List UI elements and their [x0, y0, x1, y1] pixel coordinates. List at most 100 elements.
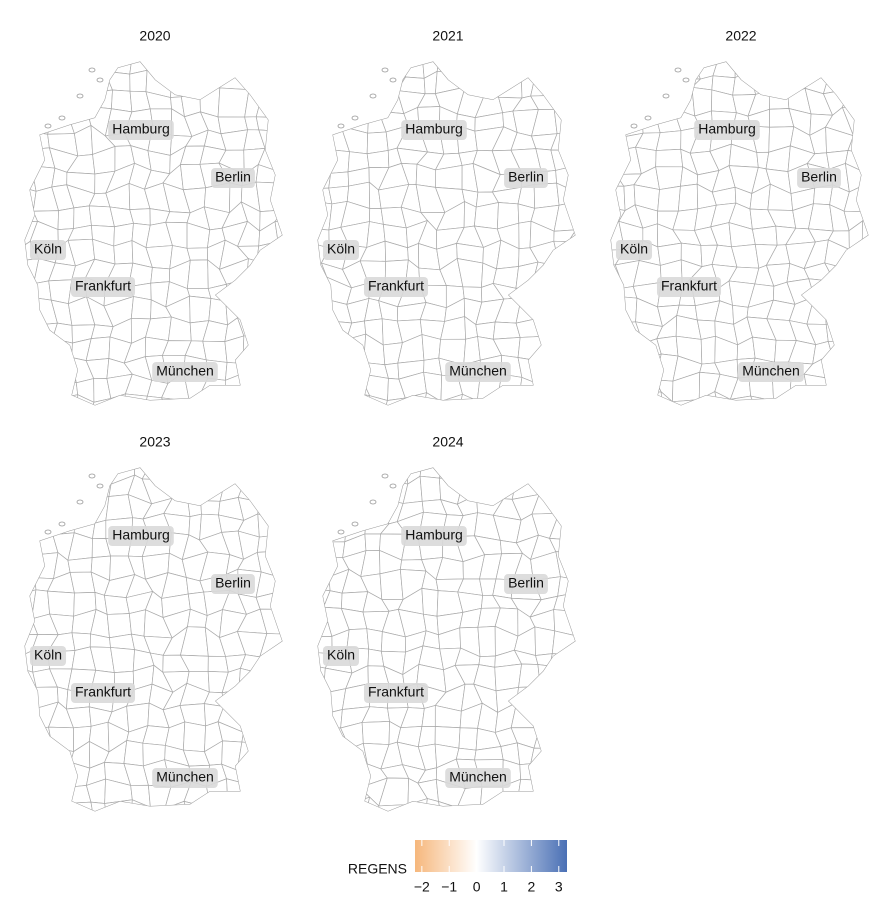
district — [14, 417, 39, 435]
district — [611, 172, 625, 187]
district — [220, 129, 249, 151]
colorbar-tick-label: 2 — [527, 879, 535, 895]
district — [567, 263, 575, 279]
district — [257, 304, 282, 326]
district — [25, 721, 33, 751]
district — [226, 778, 247, 806]
colorbar-tick-label: −2 — [414, 879, 430, 895]
district — [206, 62, 225, 80]
district — [282, 360, 304, 380]
district — [552, 276, 574, 303]
district — [559, 727, 575, 753]
city-label: München — [738, 362, 804, 382]
district — [322, 391, 349, 405]
district — [611, 333, 623, 361]
city-label-bg — [211, 574, 255, 594]
district — [276, 762, 282, 784]
district — [556, 62, 572, 80]
district — [73, 205, 92, 229]
district — [28, 726, 53, 751]
district — [277, 475, 282, 503]
city-label: Frankfurt — [656, 277, 722, 297]
district — [32, 353, 50, 377]
district — [318, 556, 330, 578]
district — [143, 816, 169, 841]
district — [275, 575, 282, 596]
colorbar-tick-label: −1 — [441, 879, 457, 895]
district — [255, 181, 282, 212]
city-name: München — [156, 363, 214, 379]
district — [617, 72, 635, 97]
district — [25, 615, 39, 636]
city-label: München — [445, 362, 511, 382]
district — [318, 132, 324, 150]
district — [568, 90, 575, 109]
city-label-bg — [401, 120, 467, 140]
district — [402, 62, 425, 79]
district — [870, 129, 882, 153]
district — [278, 494, 282, 524]
city-label-bg — [152, 362, 218, 382]
district — [841, 318, 868, 343]
district — [25, 686, 37, 714]
district — [568, 188, 575, 204]
district — [220, 419, 239, 440]
district — [841, 341, 868, 365]
district — [38, 92, 57, 118]
district — [323, 541, 346, 559]
district — [517, 778, 543, 802]
district — [577, 593, 592, 612]
district — [397, 410, 427, 436]
district — [25, 532, 41, 556]
district — [362, 70, 387, 97]
district — [518, 376, 538, 399]
district — [259, 62, 282, 75]
district — [568, 723, 575, 753]
district — [827, 341, 845, 365]
district — [617, 380, 639, 396]
district — [533, 800, 557, 811]
district — [263, 674, 281, 695]
district — [517, 468, 537, 476]
district — [260, 796, 282, 811]
map-panel: 2024 Hamburg Berlin Köln Frankfurt München — [317, 434, 592, 812]
city-name: Berlin — [215, 169, 251, 185]
district — [46, 784, 75, 804]
district — [29, 762, 49, 786]
district — [553, 107, 575, 135]
district — [241, 62, 265, 74]
district — [318, 355, 328, 381]
district — [611, 114, 626, 137]
district — [318, 88, 333, 111]
district — [569, 468, 575, 483]
district — [318, 468, 332, 485]
district — [256, 241, 282, 269]
district — [517, 415, 541, 440]
district — [479, 72, 499, 98]
district — [279, 689, 282, 706]
island — [369, 499, 377, 505]
district — [123, 740, 144, 767]
district — [129, 69, 148, 93]
district — [768, 397, 790, 405]
district — [361, 721, 390, 745]
district — [25, 390, 40, 405]
district — [866, 265, 868, 287]
district — [318, 169, 332, 190]
district — [537, 707, 561, 729]
district — [672, 62, 701, 80]
district — [277, 299, 282, 326]
city-label: Berlin — [504, 574, 548, 594]
district — [379, 468, 409, 485]
city-label: Köln — [322, 646, 360, 666]
district — [825, 318, 846, 342]
district — [548, 779, 575, 808]
district — [25, 340, 34, 358]
district — [185, 822, 209, 843]
city-name: Frankfurt — [75, 278, 131, 294]
district — [277, 241, 282, 269]
district — [655, 130, 682, 151]
district — [318, 187, 333, 205]
district — [516, 686, 541, 714]
city-name: Berlin — [215, 575, 251, 591]
